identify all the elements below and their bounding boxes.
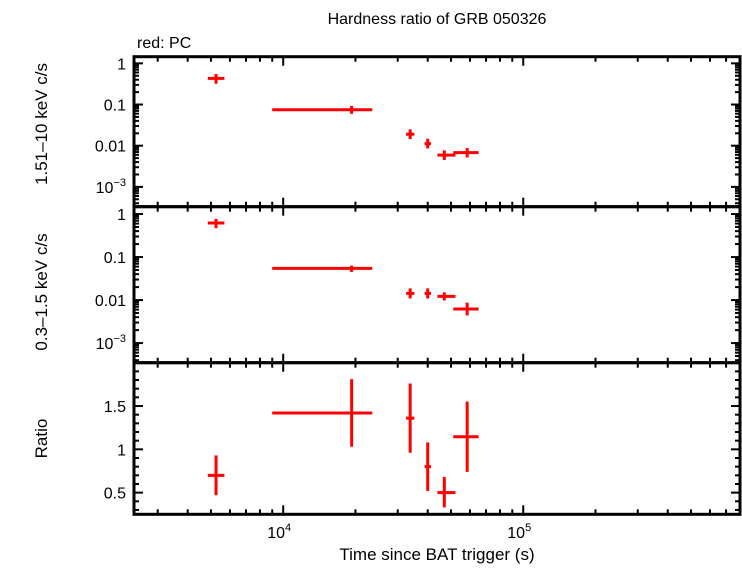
- y-axis-label: Ratio: [32, 419, 51, 459]
- x-tick-label: 104: [267, 522, 291, 542]
- panel-frame: [132, 55, 742, 209]
- x-axis-label: Time since BAT trigger (s): [339, 545, 534, 564]
- legend-note: red: PC: [137, 35, 191, 52]
- y-tick-label: 0.1: [104, 98, 126, 115]
- y-tick-label: 0.01: [95, 293, 126, 310]
- y-tick-label: 1: [117, 207, 126, 224]
- y-tick-label-exponent: −3: [113, 177, 126, 189]
- panel-frame: [132, 205, 742, 365]
- x-tick-label-exponent: 4: [285, 522, 291, 534]
- y-tick-label: 10−3: [96, 177, 126, 197]
- y-tick-label: 1: [117, 56, 126, 73]
- y-tick-label: 1: [117, 442, 126, 459]
- chart-title: Hardness ratio of GRB 050326: [328, 11, 547, 28]
- y-tick-label-exponent: −3: [113, 333, 126, 345]
- x-tick-label-exponent: 5: [525, 522, 531, 534]
- y-axis-label: 1.51–10 keV c/s: [32, 63, 51, 185]
- y-axis-label: 0.3–1.5 keV c/s: [32, 233, 51, 350]
- y-tick-label: 1.5: [104, 399, 126, 416]
- panel-frame: [132, 361, 742, 516]
- y-tick-label: 0.01: [95, 139, 126, 156]
- y-tick-label: 0.5: [104, 486, 126, 503]
- y-tick-label: 0.1: [104, 250, 126, 267]
- x-tick-label: 105: [507, 522, 531, 542]
- y-tick-label: 10−3: [96, 333, 126, 353]
